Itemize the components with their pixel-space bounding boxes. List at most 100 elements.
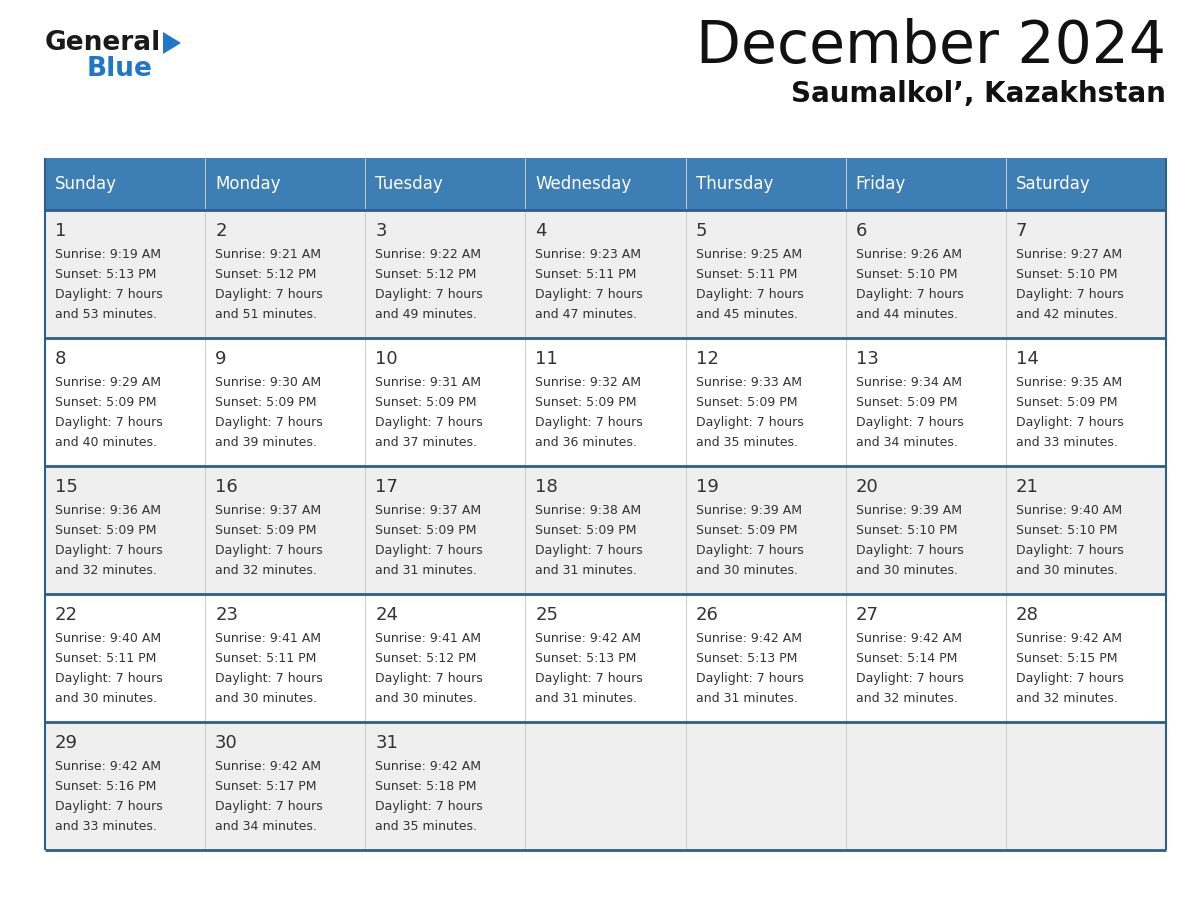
Text: Daylight: 7 hours: Daylight: 7 hours (695, 288, 803, 301)
Text: Sunrise: 9:34 AM: Sunrise: 9:34 AM (855, 376, 962, 389)
Text: and 30 minutes.: and 30 minutes. (695, 564, 797, 577)
Text: and 32 minutes.: and 32 minutes. (1016, 692, 1118, 705)
Text: Sunrise: 9:42 AM: Sunrise: 9:42 AM (536, 632, 642, 645)
Text: and 32 minutes.: and 32 minutes. (855, 692, 958, 705)
Text: Sunset: 5:09 PM: Sunset: 5:09 PM (375, 396, 476, 409)
Text: December 2024: December 2024 (696, 18, 1165, 75)
Text: and 34 minutes.: and 34 minutes. (855, 436, 958, 449)
Text: Sunset: 5:09 PM: Sunset: 5:09 PM (215, 524, 317, 537)
Text: Daylight: 7 hours: Daylight: 7 hours (215, 544, 323, 557)
Text: 3: 3 (375, 222, 387, 240)
Text: 24: 24 (375, 606, 398, 624)
Text: Sunset: 5:09 PM: Sunset: 5:09 PM (55, 524, 157, 537)
Text: 6: 6 (855, 222, 867, 240)
Text: Tuesday: Tuesday (375, 175, 443, 193)
Text: 9: 9 (215, 350, 227, 368)
Text: Sunrise: 9:38 AM: Sunrise: 9:38 AM (536, 504, 642, 517)
Text: Daylight: 7 hours: Daylight: 7 hours (855, 288, 963, 301)
Text: Sunset: 5:11 PM: Sunset: 5:11 PM (695, 268, 797, 281)
Text: Sunrise: 9:27 AM: Sunrise: 9:27 AM (1016, 248, 1121, 261)
Text: 14: 14 (1016, 350, 1038, 368)
Text: 21: 21 (1016, 478, 1038, 496)
Text: Sunrise: 9:26 AM: Sunrise: 9:26 AM (855, 248, 962, 261)
Text: Sunset: 5:10 PM: Sunset: 5:10 PM (1016, 268, 1118, 281)
Text: Daylight: 7 hours: Daylight: 7 hours (55, 800, 163, 813)
Text: Sunset: 5:09 PM: Sunset: 5:09 PM (695, 396, 797, 409)
Text: and 30 minutes.: and 30 minutes. (215, 692, 317, 705)
Text: Saturday: Saturday (1016, 175, 1091, 193)
Text: Sunset: 5:16 PM: Sunset: 5:16 PM (55, 780, 157, 793)
Text: 29: 29 (55, 734, 78, 752)
Text: Monday: Monday (215, 175, 280, 193)
Text: Sunset: 5:14 PM: Sunset: 5:14 PM (855, 652, 958, 665)
Text: Daylight: 7 hours: Daylight: 7 hours (855, 416, 963, 429)
Text: and 45 minutes.: and 45 minutes. (695, 308, 797, 321)
Text: 20: 20 (855, 478, 878, 496)
Text: Sunrise: 9:29 AM: Sunrise: 9:29 AM (55, 376, 162, 389)
Text: Sunset: 5:12 PM: Sunset: 5:12 PM (215, 268, 316, 281)
Text: 13: 13 (855, 350, 879, 368)
Text: Daylight: 7 hours: Daylight: 7 hours (215, 416, 323, 429)
Text: Daylight: 7 hours: Daylight: 7 hours (855, 672, 963, 685)
Text: Sunset: 5:11 PM: Sunset: 5:11 PM (55, 652, 157, 665)
Text: Daylight: 7 hours: Daylight: 7 hours (855, 544, 963, 557)
Text: Sunrise: 9:41 AM: Sunrise: 9:41 AM (375, 632, 481, 645)
Text: and 37 minutes.: and 37 minutes. (375, 436, 478, 449)
Text: Daylight: 7 hours: Daylight: 7 hours (536, 288, 643, 301)
Text: and 39 minutes.: and 39 minutes. (215, 436, 317, 449)
Text: Wednesday: Wednesday (536, 175, 632, 193)
Text: 30: 30 (215, 734, 238, 752)
Text: Sunset: 5:09 PM: Sunset: 5:09 PM (536, 524, 637, 537)
Text: Sunrise: 9:37 AM: Sunrise: 9:37 AM (215, 504, 321, 517)
Text: 23: 23 (215, 606, 238, 624)
Text: Sunrise: 9:21 AM: Sunrise: 9:21 AM (215, 248, 321, 261)
Text: Sunset: 5:18 PM: Sunset: 5:18 PM (375, 780, 476, 793)
Text: Daylight: 7 hours: Daylight: 7 hours (55, 544, 163, 557)
Text: Sunrise: 9:23 AM: Sunrise: 9:23 AM (536, 248, 642, 261)
Text: Sunset: 5:11 PM: Sunset: 5:11 PM (215, 652, 316, 665)
Text: and 31 minutes.: and 31 minutes. (375, 564, 478, 577)
Text: and 30 minutes.: and 30 minutes. (1016, 564, 1118, 577)
Text: 22: 22 (55, 606, 78, 624)
Text: 15: 15 (55, 478, 78, 496)
Text: Sunrise: 9:42 AM: Sunrise: 9:42 AM (855, 632, 962, 645)
Text: and 30 minutes.: and 30 minutes. (55, 692, 157, 705)
Text: Sunset: 5:10 PM: Sunset: 5:10 PM (855, 268, 958, 281)
Text: Sunset: 5:09 PM: Sunset: 5:09 PM (695, 524, 797, 537)
Text: Daylight: 7 hours: Daylight: 7 hours (536, 544, 643, 557)
Text: 4: 4 (536, 222, 546, 240)
Text: and 33 minutes.: and 33 minutes. (55, 820, 157, 833)
Text: Sunset: 5:09 PM: Sunset: 5:09 PM (375, 524, 476, 537)
Text: Daylight: 7 hours: Daylight: 7 hours (215, 288, 323, 301)
Text: Blue: Blue (87, 56, 153, 82)
Text: Sunrise: 9:35 AM: Sunrise: 9:35 AM (1016, 376, 1121, 389)
Text: and 44 minutes.: and 44 minutes. (855, 308, 958, 321)
Text: Sunset: 5:15 PM: Sunset: 5:15 PM (1016, 652, 1118, 665)
Text: and 51 minutes.: and 51 minutes. (215, 308, 317, 321)
Bar (45, 594, 1165, 722)
Text: 18: 18 (536, 478, 558, 496)
Text: Sunrise: 9:42 AM: Sunrise: 9:42 AM (215, 760, 321, 773)
Text: and 31 minutes.: and 31 minutes. (695, 692, 797, 705)
Bar (45, 338, 1165, 466)
Text: Sunset: 5:09 PM: Sunset: 5:09 PM (215, 396, 317, 409)
Text: Sunrise: 9:42 AM: Sunrise: 9:42 AM (375, 760, 481, 773)
Text: and 47 minutes.: and 47 minutes. (536, 308, 638, 321)
Text: and 34 minutes.: and 34 minutes. (215, 820, 317, 833)
Text: and 30 minutes.: and 30 minutes. (375, 692, 478, 705)
Text: Sunrise: 9:41 AM: Sunrise: 9:41 AM (215, 632, 321, 645)
Text: 28: 28 (1016, 606, 1038, 624)
Text: Daylight: 7 hours: Daylight: 7 hours (695, 416, 803, 429)
Text: Sunset: 5:12 PM: Sunset: 5:12 PM (375, 268, 476, 281)
Text: Sunrise: 9:22 AM: Sunrise: 9:22 AM (375, 248, 481, 261)
Text: 1: 1 (55, 222, 67, 240)
Text: Daylight: 7 hours: Daylight: 7 hours (55, 288, 163, 301)
Text: Daylight: 7 hours: Daylight: 7 hours (695, 544, 803, 557)
Text: Sunday: Sunday (55, 175, 116, 193)
Text: Sunrise: 9:33 AM: Sunrise: 9:33 AM (695, 376, 802, 389)
Text: Daylight: 7 hours: Daylight: 7 hours (375, 416, 484, 429)
Text: and 40 minutes.: and 40 minutes. (55, 436, 157, 449)
Text: Sunrise: 9:39 AM: Sunrise: 9:39 AM (695, 504, 802, 517)
Text: 17: 17 (375, 478, 398, 496)
Text: 2: 2 (215, 222, 227, 240)
